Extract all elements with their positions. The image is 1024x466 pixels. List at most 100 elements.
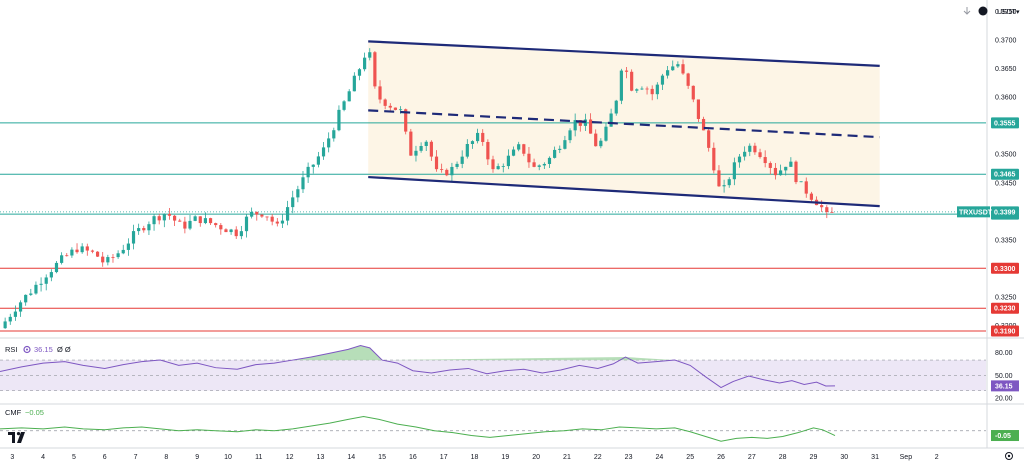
time-tick-label: 11: [255, 454, 262, 461]
candle-body: [440, 169, 444, 170]
candle: [65, 253, 69, 257]
candle: [712, 142, 716, 174]
candle: [655, 82, 659, 100]
channel-lower-line[interactable]: [368, 175, 880, 208]
candle-body: [732, 162, 736, 180]
candle: [49, 269, 53, 282]
tradingview-logo-icon[interactable]: [8, 432, 25, 443]
time-tick-label: 5: [72, 454, 76, 461]
candle: [707, 127, 711, 152]
level-badge: 0.3300: [991, 262, 1019, 274]
candle: [116, 250, 120, 259]
candle: [296, 185, 300, 203]
candle: [511, 146, 516, 157]
candle-body: [342, 101, 346, 110]
candle-body: [511, 149, 516, 156]
candle: [393, 107, 398, 111]
candle: [178, 218, 182, 222]
time-tick-label: 21: [563, 454, 571, 461]
channel-upper-line[interactable]: [368, 40, 880, 67]
cmf-line[interactable]: [0, 415, 836, 442]
candle-body: [147, 224, 151, 231]
rsi-extra-values: Ø Ø: [57, 345, 71, 354]
candle-body: [707, 130, 711, 148]
candle-body: [214, 223, 218, 226]
candle: [34, 281, 38, 295]
candle: [244, 214, 249, 238]
candle: [95, 251, 100, 257]
candle-body: [414, 150, 418, 156]
candle-body: [296, 189, 300, 198]
price-tick-label: 0.3700: [995, 38, 1017, 45]
candle: [342, 100, 346, 112]
candle-body: [722, 185, 726, 187]
channel-lines: [368, 40, 880, 208]
candle-body: [542, 163, 546, 166]
price-tick-label: 0.3500: [995, 152, 1017, 159]
candle-body: [784, 166, 788, 171]
candle: [496, 163, 500, 170]
time-tick-label: 29: [810, 454, 818, 461]
rsi-line[interactable]: [0, 345, 836, 389]
levels-layer: [0, 122, 986, 332]
candle-body: [234, 229, 238, 237]
candle: [686, 72, 690, 89]
candle-body: [809, 193, 813, 200]
candle: [537, 164, 541, 171]
candle-body: [101, 256, 105, 263]
candle: [558, 145, 562, 154]
candle-body: [80, 246, 84, 253]
candle-body: [640, 88, 644, 90]
channel-middle-line[interactable]: [368, 109, 880, 139]
theme-toggle-icon[interactable]: [978, 6, 988, 16]
candle: [183, 216, 187, 234]
candle-body: [111, 257, 115, 258]
candle: [630, 69, 634, 92]
candle-body: [486, 141, 490, 160]
time-tick-label: 13: [317, 454, 325, 461]
candle: [3, 317, 7, 329]
candle-body: [193, 216, 197, 221]
candle: [553, 146, 557, 159]
candle: [506, 149, 510, 170]
time-axis[interactable]: 3 4 5 6 7 8 9 10 11 12 13 14 15 16 17 18 19 20 21 22 23 24 25 2…: [10, 454, 938, 461]
time-tick-label: 16: [409, 454, 417, 461]
candle: [270, 214, 274, 226]
time-tick-label: 25: [686, 454, 694, 461]
candle: [347, 89, 351, 102]
cmf-value: −0.05: [25, 408, 44, 417]
candle-body: [671, 66, 675, 71]
candle-body: [820, 205, 824, 208]
currency-label[interactable]: USDT: [997, 9, 1017, 16]
axis-settings-gear-icon[interactable]: [1005, 452, 1013, 460]
download-icon[interactable]: [960, 4, 974, 18]
settings-gear-icon[interactable]: [23, 345, 31, 354]
candle: [409, 128, 413, 156]
candle: [737, 153, 742, 168]
candle-body: [655, 84, 659, 95]
candle: [547, 156, 552, 168]
candle: [39, 277, 43, 292]
candle: [778, 164, 783, 176]
level-badge-bg: [991, 117, 1019, 129]
rsi-value: 36.15: [34, 345, 53, 354]
rsi-pane: 80.00 50.00 20.00 36.15: [0, 345, 1019, 403]
candle-body: [173, 215, 177, 221]
candle: [455, 161, 459, 170]
candle: [101, 251, 105, 267]
candle-body: [604, 126, 608, 141]
candle-body: [578, 120, 582, 126]
candle: [717, 165, 721, 187]
candle-body: [327, 138, 331, 148]
candle: [275, 217, 279, 227]
candle: [85, 243, 89, 256]
currency-chevron-down-icon[interactable]: ▾: [1016, 9, 1020, 16]
rsi-overbought-fill: [160, 345, 675, 361]
candle-body: [789, 161, 793, 167]
time-tick-label: 3: [10, 454, 14, 461]
candle: [188, 214, 192, 231]
candle: [157, 213, 161, 225]
candle-body: [60, 255, 64, 263]
